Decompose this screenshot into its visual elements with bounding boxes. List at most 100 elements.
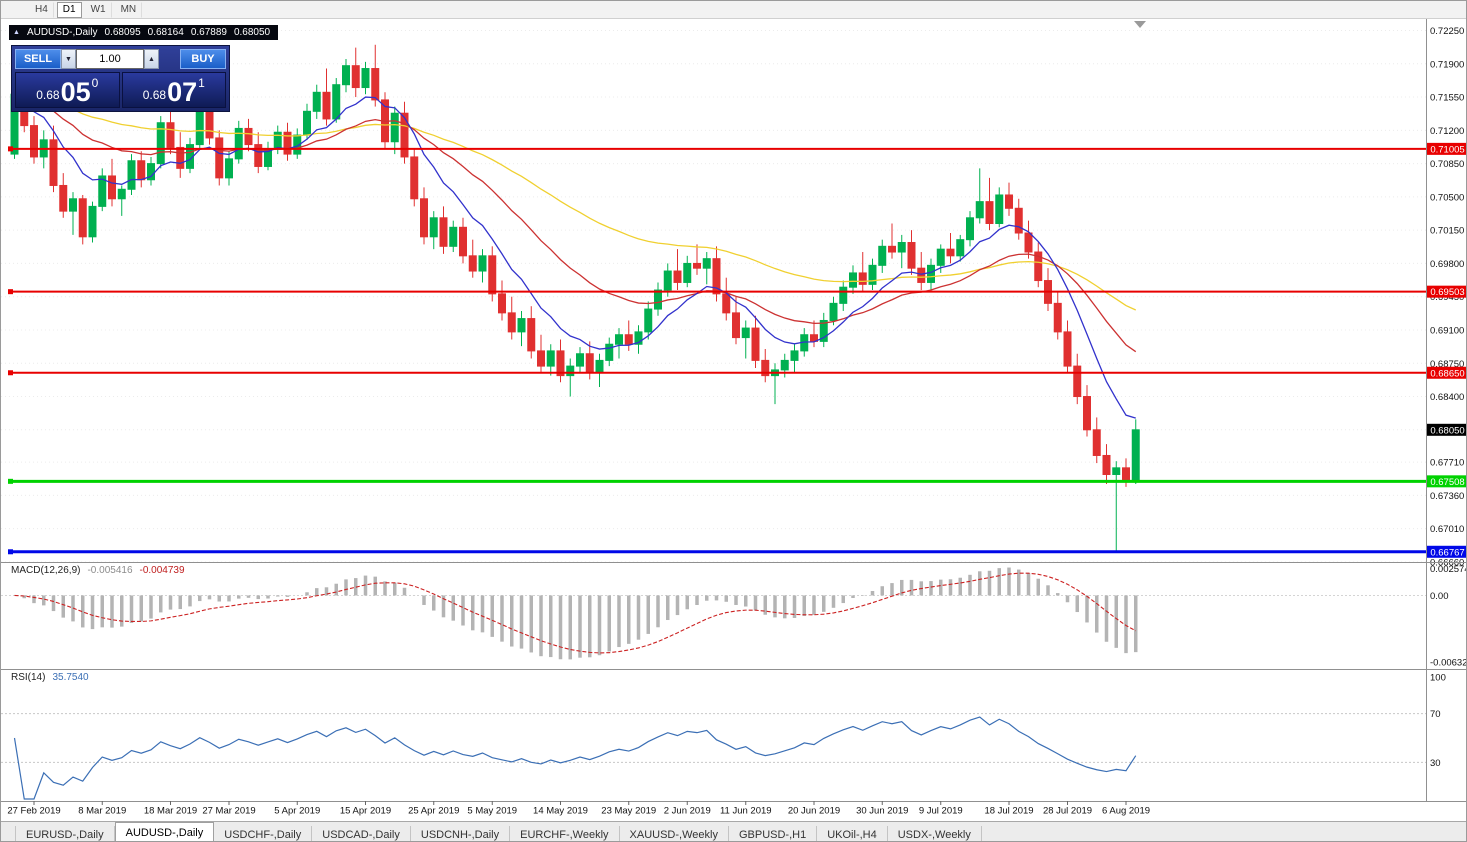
bid-pipette: 0	[91, 76, 99, 90]
svg-text:0.71550: 0.71550	[1430, 93, 1464, 104]
svg-text:100: 100	[1430, 673, 1446, 684]
svg-text:70: 70	[1430, 709, 1441, 720]
svg-text:0.002574: 0.002574	[1430, 564, 1467, 575]
ohlc-close: 0.68050	[233, 27, 271, 38]
ohlc-high: 0.68164	[147, 27, 184, 38]
chart-tab-usdcnh-daily[interactable]: USDCNH-,Daily	[411, 826, 511, 841]
rsi-indicator-label: RSI(14) 35.7540	[11, 672, 89, 683]
chart-tab-usdchf-daily[interactable]: USDCHF-,Daily	[214, 826, 313, 841]
date-axis-labels: 27 Feb 2019 8 Mar 2019 18 Mar 2019 27 Mar 2…	[7, 801, 1150, 817]
svg-text:0.69503: 0.69503	[1430, 287, 1464, 298]
bid-big-digits: 05	[60, 77, 91, 107]
svg-text:20 Jun 2019: 20 Jun 2019	[788, 806, 840, 817]
macd-indicator	[1, 567, 1426, 660]
pane-separators	[1, 18, 1466, 802]
chart-tab-xauusd-weekly[interactable]: XAUUSD-,Weekly	[620, 826, 729, 841]
chart-tab-usdx-weekly[interactable]: USDX-,Weekly	[888, 826, 982, 841]
chart-tab-usdcad-daily[interactable]: USDCAD-,Daily	[312, 826, 411, 841]
rsi-value: 35.7540	[52, 672, 89, 683]
volume-increase-button[interactable]: ▲	[144, 49, 159, 69]
svg-text:0.68650: 0.68650	[1430, 368, 1464, 379]
svg-text:5 May 2019: 5 May 2019	[467, 806, 517, 817]
volume-decrease-button[interactable]: ▼	[61, 49, 76, 69]
svg-text:0.68400: 0.68400	[1430, 392, 1464, 403]
svg-text:0.68050: 0.68050	[1430, 425, 1464, 436]
chart-tab-audusd-daily[interactable]: AUDUSD-,Daily	[114, 822, 215, 841]
svg-text:0.69800: 0.69800	[1430, 259, 1464, 270]
chart-tab-eurusd-daily[interactable]: EURUSD-,Daily	[15, 826, 115, 841]
svg-text:0.70500: 0.70500	[1430, 192, 1464, 203]
svg-text:5 Apr 2019: 5 Apr 2019	[274, 806, 320, 817]
svg-text:15 Apr 2019: 15 Apr 2019	[340, 806, 391, 817]
svg-text:0.69100: 0.69100	[1430, 325, 1464, 336]
chart-shift-icon	[1134, 21, 1146, 28]
svg-text:0.68750: 0.68750	[1430, 359, 1464, 370]
moving-averages	[14, 93, 1137, 419]
chart-tabbar: EURUSD-,Daily AUDUSD-,Daily USDCHF-,Daily U…	[1, 821, 1466, 841]
svg-text:-0.006326: -0.006326	[1430, 658, 1467, 669]
svg-text:0.67508: 0.67508	[1430, 477, 1464, 488]
svg-text:30: 30	[1430, 758, 1441, 769]
rsi-name: RSI(14)	[11, 672, 46, 683]
ohlc-low: 0.67889	[190, 27, 227, 38]
svg-text:0.71200: 0.71200	[1430, 126, 1464, 137]
chart-tab-ukoil-h4[interactable]: UKOil-,H4	[817, 826, 888, 841]
macd-name: MACD(12,26,9)	[11, 565, 81, 576]
svg-text:0.67010: 0.67010	[1430, 524, 1464, 535]
period-toolbar: H4 D1 W1 MN	[1, 1, 1466, 19]
ohlc-open: 0.68095	[104, 27, 141, 38]
period-button-d1[interactable]: D1	[56, 1, 82, 18]
macd-indicator-label: MACD(12,26,9) -0.005416 -0.004739	[11, 565, 185, 576]
svg-text:27 Feb 2019: 27 Feb 2019	[7, 806, 60, 817]
collapse-arrow-icon[interactable]: ▲	[13, 29, 20, 36]
chart-tab-gbpusd-h1[interactable]: GBPUSD-,H1	[729, 826, 818, 841]
macd-axis-labels: 0.002574 0.00 -0.006326	[1430, 564, 1467, 669]
period-button-mn[interactable]: MN	[115, 1, 143, 18]
macd-signal-value: -0.004739	[139, 565, 185, 576]
period-button-w1[interactable]: W1	[85, 1, 112, 18]
candlestick-series	[10, 44, 1140, 552]
svg-text:30 Jun 2019: 30 Jun 2019	[856, 806, 908, 817]
svg-text:0.67360: 0.67360	[1430, 491, 1464, 502]
svg-text:6 Aug 2019: 6 Aug 2019	[1102, 806, 1150, 817]
horizontal-level-lines[interactable]	[8, 146, 1426, 555]
svg-text:18 Mar 2019: 18 Mar 2019	[144, 806, 197, 817]
svg-text:9 Jul 2019: 9 Jul 2019	[919, 806, 963, 817]
svg-text:27 Mar 2019: 27 Mar 2019	[202, 806, 255, 817]
chart-symbol-period: AUDUSD-,Daily	[26, 27, 98, 38]
period-button-h4[interactable]: H4	[29, 1, 54, 18]
chart-canvas[interactable]: 0.72250 0.71900 0.71550 0.71200 0.70850 0.705…	[1, 1, 1467, 821]
ask-price[interactable]: 0.68 07 1	[121, 72, 226, 108]
ask-prefix: 0.68	[142, 88, 167, 102]
ask-pipette: 1	[198, 76, 205, 90]
ask-big-digits: 07	[167, 77, 198, 107]
svg-text:0.71005: 0.71005	[1430, 144, 1464, 155]
svg-text:25 Apr 2019: 25 Apr 2019	[408, 806, 459, 817]
chart-title-bar: ▲ AUDUSD-,Daily 0.68095 0.68164 0.67889 …	[9, 25, 279, 40]
bid-price[interactable]: 0.68 05 0	[15, 72, 120, 108]
volume-input[interactable]	[76, 49, 144, 69]
buy-button[interactable]: BUY	[180, 49, 226, 69]
svg-text:28 Jul 2019: 28 Jul 2019	[1043, 806, 1092, 817]
bid-prefix: 0.68	[36, 88, 60, 102]
svg-text:8 Mar 2019: 8 Mar 2019	[78, 806, 126, 817]
svg-text:0.67710: 0.67710	[1430, 458, 1464, 469]
svg-text:0.72250: 0.72250	[1430, 26, 1464, 37]
svg-text:0.70150: 0.70150	[1430, 226, 1464, 237]
svg-text:14 May 2019: 14 May 2019	[533, 806, 588, 817]
sell-button[interactable]: SELL	[15, 49, 61, 69]
macd-main-value: -0.005416	[87, 565, 133, 576]
svg-text:0.71900: 0.71900	[1430, 59, 1464, 70]
svg-text:2 Jun 2019: 2 Jun 2019	[664, 806, 711, 817]
svg-text:0.69450: 0.69450	[1430, 292, 1464, 303]
svg-text:18 Jul 2019: 18 Jul 2019	[984, 806, 1033, 817]
svg-text:11 Jun 2019: 11 Jun 2019	[720, 806, 772, 817]
svg-text:0.70850: 0.70850	[1430, 159, 1464, 170]
rsi-axis-labels: 100 70 30	[1430, 673, 1446, 769]
chart-tab-eurchf-weekly[interactable]: EURCHF-,Weekly	[510, 826, 620, 841]
svg-text:23 May 2019: 23 May 2019	[601, 806, 656, 817]
rsi-indicator	[1, 713, 1426, 800]
price-axis-tags: 0.71005 0.69503 0.68650 0.67508 0.66767 0.680…	[1427, 142, 1466, 558]
